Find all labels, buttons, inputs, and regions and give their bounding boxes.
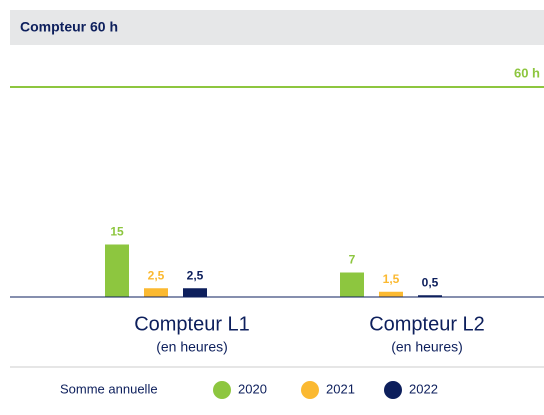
legend-swatch (213, 381, 231, 399)
legend-swatch (384, 381, 402, 399)
x-tick-label: Compteur L2 (369, 313, 485, 335)
legend-title: Somme annuelle (60, 381, 158, 396)
bar (105, 244, 129, 297)
legend-label: 2021 (326, 381, 355, 396)
bar (144, 288, 168, 297)
threshold-label: 60 h (514, 65, 540, 80)
x-tick-label: Compteur L1 (134, 313, 250, 335)
chart-title: Compteur 60 h (20, 19, 118, 35)
value-label: 0,5 (422, 275, 439, 289)
legend-label: 2020 (238, 381, 267, 396)
value-label: 2,5 (187, 268, 204, 282)
value-label: 7 (349, 253, 356, 267)
header-bar (10, 10, 544, 45)
x-tick-sublabel: (en heures) (156, 339, 228, 355)
x-tick-sublabel: (en heures) (391, 339, 463, 355)
bar (379, 291, 403, 297)
legend-swatch (301, 381, 319, 399)
legend-label: 2022 (409, 381, 438, 396)
bar (183, 288, 207, 297)
value-label: 2,5 (148, 268, 165, 282)
bar (418, 295, 442, 297)
value-label: 15 (110, 225, 124, 239)
value-label: 1,5 (383, 272, 400, 286)
bar (340, 272, 364, 297)
